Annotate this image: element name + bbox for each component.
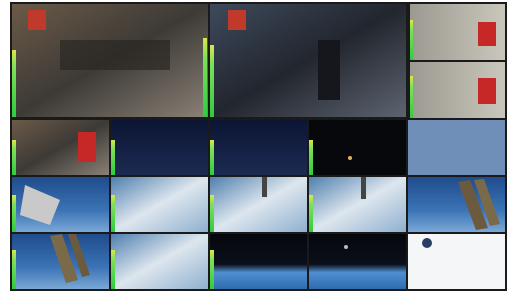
mission-patch — [28, 10, 46, 30]
astronaut — [60, 40, 170, 70]
tile — [12, 234, 109, 289]
audio-meter[interactable] — [410, 20, 413, 60]
audio-meter[interactable] — [12, 195, 16, 232]
video-feed — [309, 120, 406, 175]
tile — [408, 234, 505, 289]
tile — [210, 4, 406, 117]
audio-meter[interactable] — [410, 76, 413, 118]
video-feed — [309, 177, 406, 232]
tile — [111, 120, 208, 175]
astronaut — [478, 78, 496, 104]
tile — [309, 120, 406, 175]
station-truss — [262, 177, 267, 197]
station-truss — [361, 177, 366, 199]
moon — [344, 245, 348, 249]
audio-meter[interactable] — [210, 195, 214, 232]
tile — [210, 120, 307, 175]
video-feed — [210, 177, 307, 232]
tile — [12, 4, 208, 117]
video-feed — [111, 177, 208, 232]
audio-meter[interactable] — [309, 140, 313, 175]
tile — [410, 4, 505, 60]
video-feed — [210, 120, 307, 175]
audio-meter[interactable] — [210, 250, 214, 289]
channel-logo — [422, 238, 432, 248]
tile — [210, 177, 307, 232]
city-lights — [348, 156, 352, 160]
video-feed — [309, 234, 406, 289]
astronaut — [78, 132, 96, 162]
tile — [210, 234, 307, 289]
multiviewer — [0, 0, 509, 291]
audio-meter[interactable] — [210, 45, 214, 117]
audio-meter[interactable] — [12, 140, 16, 175]
audio-meter[interactable] — [210, 140, 214, 175]
audio-meter[interactable] — [111, 140, 115, 175]
video-feed — [111, 120, 208, 175]
astronaut — [478, 22, 496, 46]
tile — [12, 177, 109, 232]
astronaut — [318, 40, 340, 100]
tile — [309, 234, 406, 289]
mission-patch — [228, 10, 246, 30]
audio-meter[interactable] — [309, 195, 313, 232]
video-feed — [408, 120, 505, 175]
tile — [410, 62, 505, 118]
audio-meter[interactable] — [12, 250, 16, 289]
tile — [12, 120, 109, 175]
tile — [408, 120, 505, 175]
audio-meter[interactable] — [203, 38, 207, 117]
audio-meter[interactable] — [12, 50, 16, 117]
page — [0, 0, 509, 291]
video-feed — [210, 234, 307, 289]
tile — [309, 177, 406, 232]
tile — [111, 234, 208, 289]
audio-meter[interactable] — [111, 250, 115, 289]
tile — [111, 177, 208, 232]
audio-meter[interactable] — [111, 195, 115, 232]
tile — [408, 177, 505, 232]
video-feed — [111, 234, 208, 289]
